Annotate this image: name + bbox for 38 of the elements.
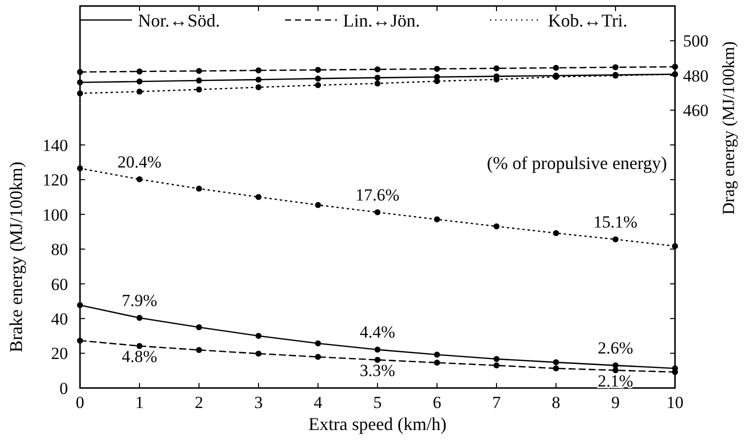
annotation: 2.1% bbox=[598, 371, 634, 390]
y2-axis-title: Drag energy (MJ/100km) bbox=[719, 41, 738, 215]
annotation: 20.4% bbox=[118, 152, 162, 172]
y-axis-title: Brake energy (MJ/100km) bbox=[6, 162, 26, 352]
annotation: 17.6% bbox=[356, 185, 400, 204]
x-tick-label: 5 bbox=[373, 393, 382, 412]
x-tick-label: 6 bbox=[432, 393, 442, 412]
y-tick-label: 0 bbox=[60, 378, 68, 398]
annotation: 4.4% bbox=[360, 322, 396, 342]
x-tick-label: 8 bbox=[552, 393, 560, 412]
x-tick-label: 2 bbox=[194, 393, 204, 412]
legend-label: Kob.↔Tri. bbox=[548, 10, 628, 30]
annotation: 3.3% bbox=[360, 360, 396, 380]
y-tick-label: 100 bbox=[42, 205, 68, 224]
x-axis-title: Extra speed (km/h) bbox=[308, 414, 446, 434]
y-tick-label: 20 bbox=[51, 344, 68, 364]
x-tick-label: 0 bbox=[76, 393, 84, 412]
x-tick-label: 10 bbox=[666, 393, 684, 412]
legend-label: Nor.↔Söd. bbox=[138, 10, 220, 30]
x-tick-label: 9 bbox=[611, 393, 620, 412]
y-tick-label: 120 bbox=[42, 170, 68, 190]
annotation: (% of propulsive energy) bbox=[486, 152, 667, 173]
annotation: 2.6% bbox=[598, 338, 634, 358]
x-tick-label: 4 bbox=[314, 393, 323, 412]
y2-tick-label: 460 bbox=[683, 101, 708, 120]
y-tick-label: 40 bbox=[51, 309, 68, 328]
legend-label: Lin.↔Jön. bbox=[343, 10, 420, 30]
x-tick-label: 1 bbox=[135, 393, 144, 412]
x-tick-label: 3 bbox=[254, 393, 263, 412]
annotation: 15.1% bbox=[594, 212, 638, 232]
y2-tick-label: 480 bbox=[683, 66, 708, 86]
y-tick-label: 80 bbox=[51, 240, 68, 260]
x-tick-label: 7 bbox=[492, 393, 502, 412]
y2-tick-label: 500 bbox=[683, 32, 708, 51]
annotation: 4.8% bbox=[122, 346, 158, 366]
y-tick-label: 140 bbox=[42, 136, 68, 155]
annotation: 7.9% bbox=[122, 290, 158, 310]
y-tick-label: 60 bbox=[51, 274, 68, 294]
